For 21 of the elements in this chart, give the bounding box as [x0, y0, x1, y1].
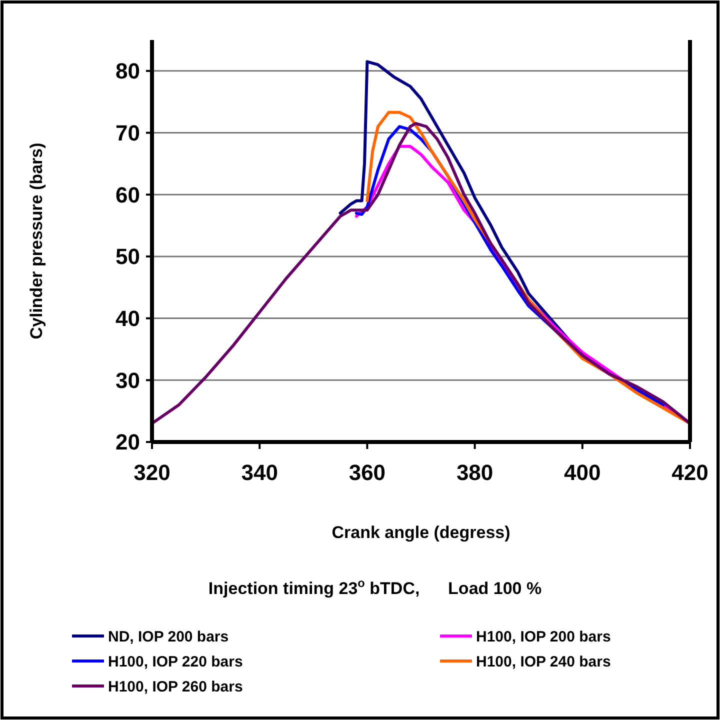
- legend-label: H100, IOP 260 bars: [108, 678, 243, 696]
- x-tick-label: 400: [564, 460, 601, 485]
- x-tick-label: 380: [456, 460, 494, 485]
- text: Injection timing 23$^{o}$ bTDC, Load 100 %: [208, 576, 542, 598]
- x-axis-title: Crank angle (degress): [332, 523, 510, 542]
- legend-label: H100, IOP 200 bars: [476, 628, 611, 646]
- legend-label: ND, IOP 200 bars: [108, 628, 229, 646]
- x-tick-label: 320: [134, 460, 170, 485]
- x-tick-label: 420: [672, 460, 708, 485]
- y-tick-label: 70: [116, 120, 140, 146]
- y-tick-label: 30: [116, 368, 140, 393]
- legend-label: H100, IOP 240 bars: [476, 653, 611, 670]
- y-tick-label: 40: [116, 306, 140, 332]
- y-tick-label: 50: [116, 244, 140, 270]
- x-tick-label: 340: [241, 460, 278, 485]
- y-tick-label: 20: [116, 430, 140, 455]
- y-tick-label: 80: [116, 58, 140, 84]
- y-tick-label: 60: [116, 182, 140, 208]
- y-axis-title: Cylinder pressure (bars): [27, 142, 46, 340]
- legend-label: H100, IOP 220 bars: [108, 653, 243, 670]
- x-tick-label: 360: [348, 460, 386, 485]
